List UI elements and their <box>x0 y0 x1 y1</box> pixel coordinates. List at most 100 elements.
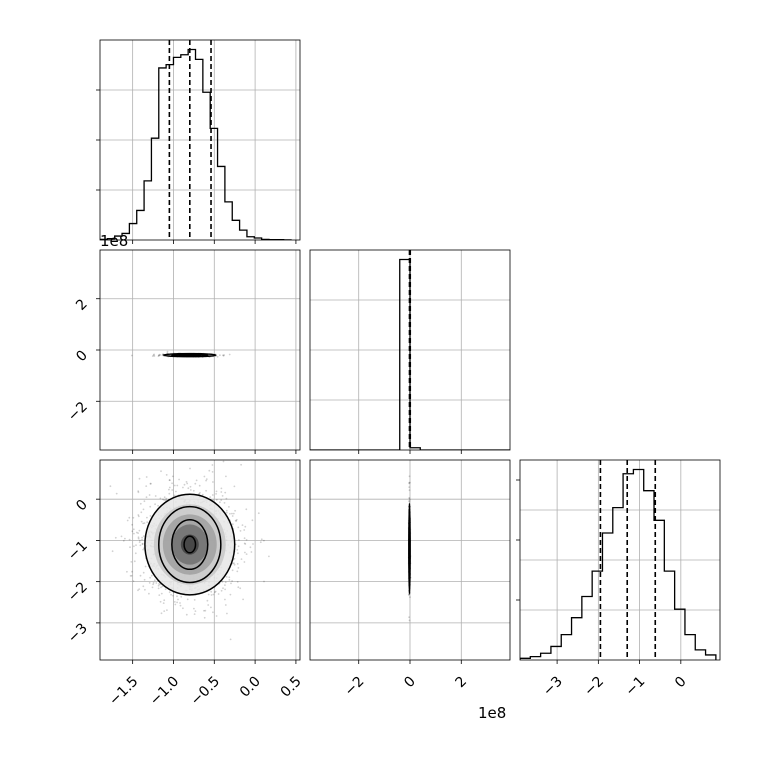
joint-0-2-point <box>149 482 152 485</box>
joint-0-2-point <box>249 546 252 549</box>
joint-0-2-point <box>221 580 224 583</box>
joint-1-2-point <box>408 500 410 502</box>
joint-0-2-point <box>171 475 174 478</box>
joint-0-2-point <box>226 612 228 615</box>
joint-0-1-point <box>166 350 169 353</box>
joint-0-2-point <box>243 537 246 540</box>
joint-0-2-point <box>144 565 147 568</box>
joint-0-2-point <box>233 557 236 560</box>
joint-0-2-point <box>203 616 206 619</box>
joint-0-2-point <box>211 464 214 466</box>
joint-0-1-point <box>130 354 133 357</box>
joint-0-2-point <box>126 570 128 573</box>
joint-0-2-point <box>141 542 144 545</box>
xtick-label-p2-3: 0 <box>672 674 690 692</box>
ytick-label-row1-0: −2 <box>65 399 91 425</box>
joint-1-2-point <box>407 594 410 596</box>
joint-1-2-point <box>408 497 411 499</box>
joint-0-2-point <box>151 586 154 589</box>
joint-0-2-point <box>205 489 208 492</box>
joint-0-2-point <box>251 519 254 522</box>
joint-0-2-point <box>211 471 214 473</box>
joint-0-2-point <box>228 506 230 508</box>
joint-0-2-point <box>212 611 214 614</box>
joint-1-2-point <box>408 475 411 478</box>
hist-1 <box>309 249 511 454</box>
joint-0-2-point <box>237 545 240 548</box>
offset-label-row1: 1e8 <box>100 232 128 250</box>
corner-plot-panels: −1.5 −1.0 −0.5 0.0 0.5 −2 0 2 −3 −2 −1 0 −2 0 2 −3 −2 −1 0… <box>65 39 721 722</box>
joint-0-2-point <box>176 601 179 604</box>
ytick-label-row1-1: 0 <box>73 348 91 366</box>
joint-0-2-point <box>231 512 233 515</box>
joint-0-2-point <box>131 530 134 533</box>
joint-0-2-point <box>149 576 152 579</box>
joint-0-2-point <box>214 590 217 593</box>
joint-0-2-point <box>224 588 227 591</box>
joint-1-2-point <box>408 497 411 500</box>
joint-0-2-point <box>229 512 231 515</box>
joint-0-2-point <box>242 598 245 601</box>
joint-0-2-point <box>245 508 248 511</box>
joint-0-2-point <box>128 538 131 541</box>
joint-0-2-point <box>159 600 162 603</box>
joint-0-2-point <box>141 536 144 539</box>
joint-0-2-point <box>165 474 168 476</box>
joint-0-2-point <box>236 581 239 583</box>
joint-0-2-point <box>223 502 226 504</box>
joint-0-2-point <box>174 603 177 606</box>
joint-0-2-point <box>142 535 145 537</box>
joint-0-2-point <box>148 494 151 496</box>
joint-0-2-point <box>128 516 131 519</box>
joint-0-2-point <box>157 587 160 590</box>
joint-0-2-point <box>225 511 228 514</box>
xtick-label-p0-0: −1.5 <box>106 674 141 709</box>
joint-0-1-point <box>151 355 154 357</box>
joint-0-2-point <box>235 518 238 521</box>
hist-0-step <box>100 48 292 240</box>
joint-0-2-point <box>217 593 220 595</box>
joint-0-1-point <box>157 355 160 357</box>
joint-0-2-point <box>138 477 141 480</box>
joint-0-2-point <box>252 543 254 545</box>
joint-0-2-point <box>245 539 248 541</box>
joint-0-2-point <box>243 542 246 545</box>
xtick-label-p2-0: −3 <box>540 674 566 700</box>
xtick-label-p2-1: −2 <box>581 674 607 700</box>
joint-0-2-point <box>140 511 143 514</box>
joint-0-2-point <box>231 523 234 526</box>
joint-0-2-point <box>139 502 142 505</box>
joint-0-2-point <box>231 515 234 517</box>
joint-0-2-point <box>129 575 132 577</box>
joint-0-2-point <box>168 488 170 491</box>
xtick-label-p0-1: −1.0 <box>147 674 182 709</box>
ytick-label-row2-2: −1 <box>65 538 91 564</box>
joint-0-2-point <box>133 560 136 563</box>
joint-0-2-point <box>173 484 176 487</box>
joint-0-2-point <box>241 524 244 526</box>
joint-0-2-point <box>142 522 145 525</box>
xtick-label-p0-4: 0.5 <box>278 674 305 701</box>
joint-0-2-point <box>219 501 221 504</box>
joint-0-2-point <box>240 558 243 560</box>
joint-1-2-point <box>408 486 411 488</box>
joint-0-2-point <box>132 516 135 519</box>
ytick-label-row2-1: −2 <box>65 579 91 605</box>
joint-0-2-point <box>168 479 171 482</box>
joint-0-2-point <box>179 604 182 607</box>
joint-0-2-point <box>204 609 207 612</box>
joint-0-2-point <box>220 589 223 592</box>
joint-0-2-point <box>159 497 162 500</box>
joint-0-2-point <box>233 485 236 488</box>
joint-0-2-point <box>215 615 218 617</box>
joint-0-2-point <box>235 520 238 522</box>
joint-0-2-point <box>244 525 247 528</box>
joint-0-2-frame <box>99 459 301 661</box>
joint-0-2-point <box>145 485 148 487</box>
joint-0-2-point <box>161 585 164 588</box>
joint-0-1-point <box>158 353 161 356</box>
joint-0-2-point <box>142 585 145 588</box>
joint-0-2-point <box>245 553 248 555</box>
joint-0-2-point <box>154 495 157 497</box>
joint-1-2-point <box>409 596 411 598</box>
